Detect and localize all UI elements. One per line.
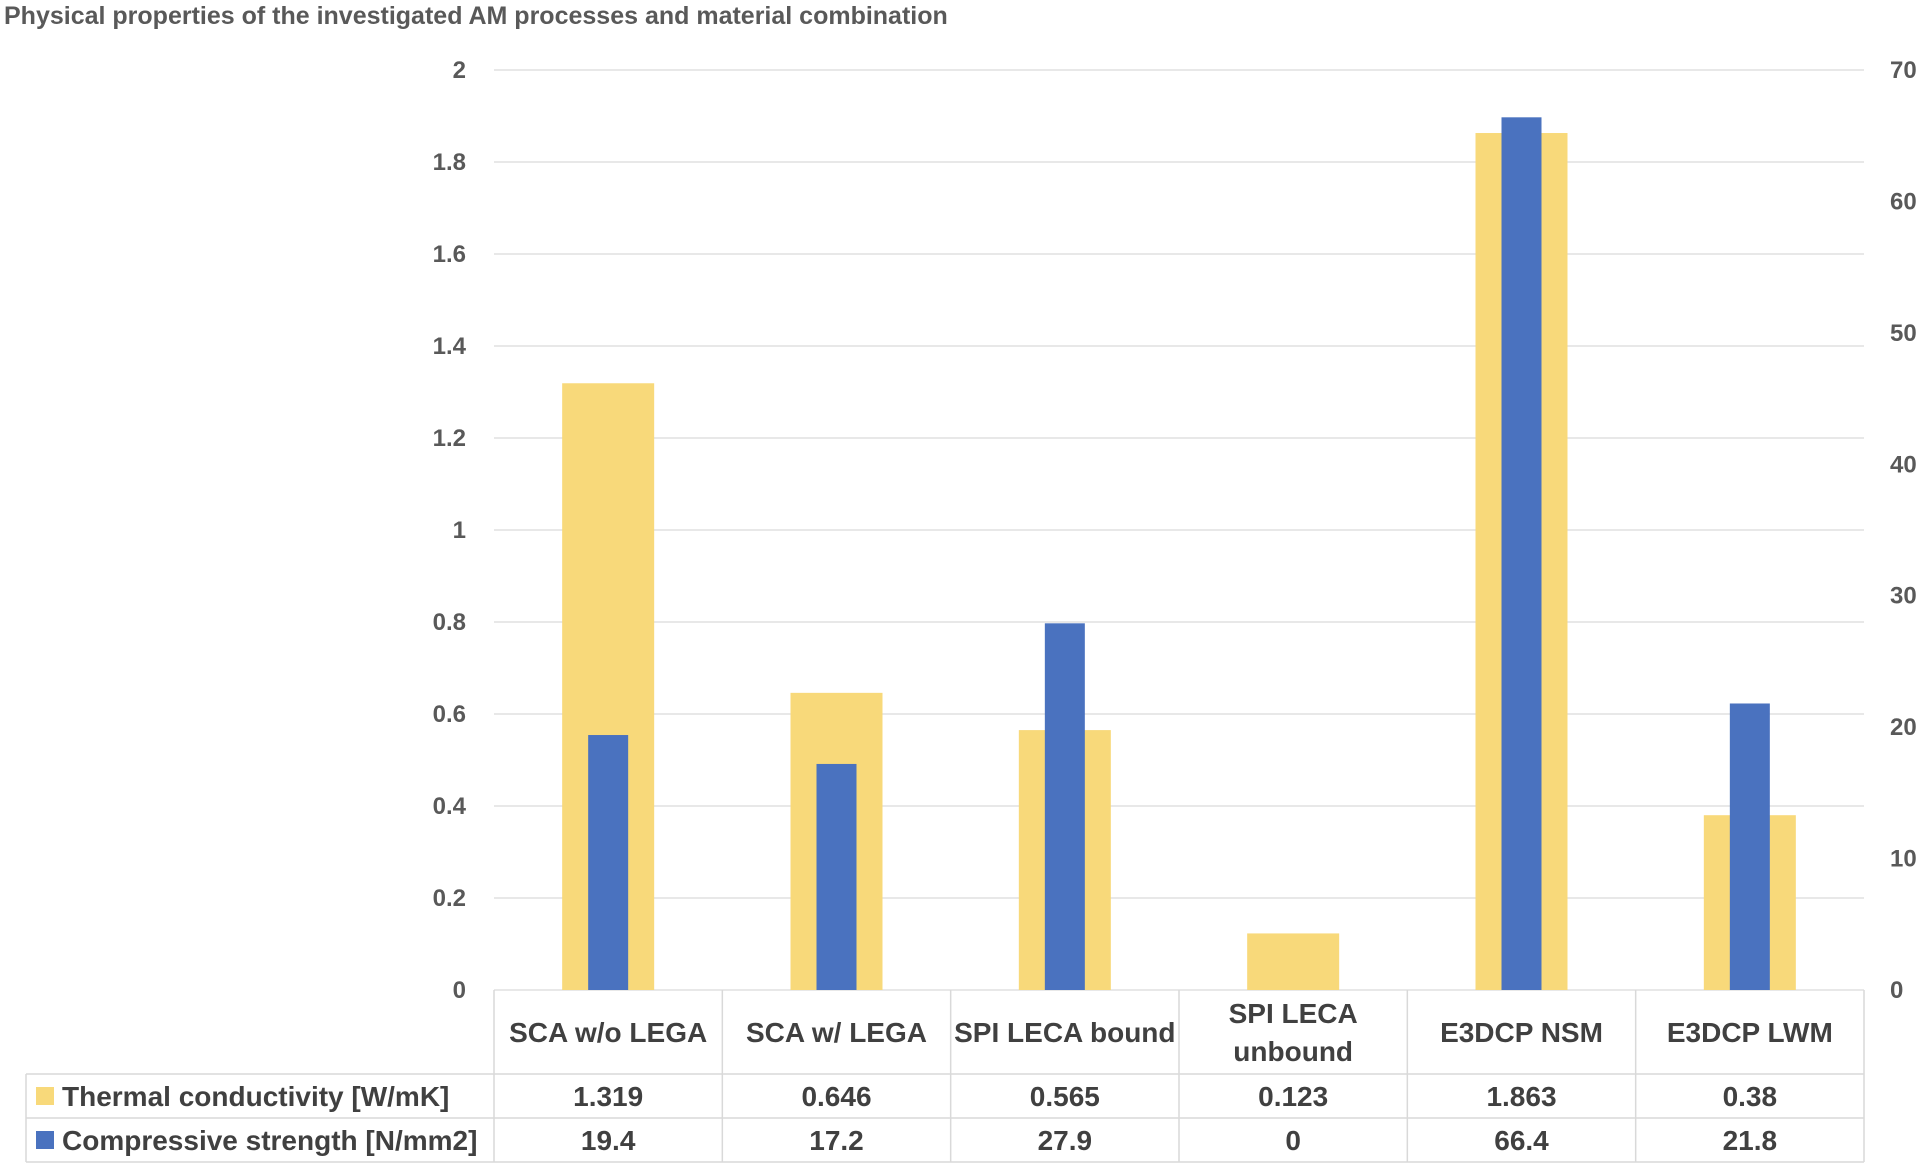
data-table-value: 27.9	[1038, 1125, 1093, 1156]
legend-label: Compressive strength [N/mm2]	[62, 1125, 477, 1156]
data-table-value: 66.4	[1494, 1125, 1549, 1156]
y-right-tick-label: 70	[1890, 57, 1917, 84]
data-table-value: 0.646	[801, 1081, 871, 1112]
data-table-value: 0.38	[1723, 1081, 1778, 1112]
y-left-tick-label: 0.2	[433, 885, 466, 912]
y-left-tick-label: 0.8	[433, 609, 466, 636]
y-right-tick-label: 40	[1890, 451, 1917, 478]
chart-title: Physical properties of the investigated …	[4, 2, 948, 30]
y-left-tick-label: 0.4	[433, 793, 467, 820]
y-right-tick-label: 60	[1890, 188, 1917, 215]
y-left-tick-label: 1.2	[433, 425, 466, 452]
y-right-tick-label: 20	[1890, 714, 1917, 741]
y-right-tick-label: 30	[1890, 583, 1917, 610]
legend-key	[36, 1131, 54, 1149]
data-table-value: 0	[1285, 1125, 1301, 1156]
bar-compressive-strength	[816, 763, 857, 990]
y-right-tick-label: 50	[1890, 320, 1917, 347]
y-right-tick-label: 0	[1890, 977, 1903, 1004]
x-category-label: unbound	[1233, 1036, 1353, 1067]
y-left-tick-label: 1.6	[433, 241, 466, 268]
bar-compressive-strength	[1729, 703, 1770, 990]
x-category-label: E3DCP NSM	[1440, 1017, 1603, 1048]
bar-compressive-strength	[1501, 117, 1542, 991]
data-table-value: 17.2	[809, 1125, 864, 1156]
y-left-tick-label: 1	[453, 517, 466, 544]
legend-label: Thermal conductivity [W/mK]	[62, 1081, 449, 1112]
y-left-tick-label: 0.6	[433, 701, 466, 728]
data-table-value: 0.565	[1030, 1081, 1100, 1112]
data-table-value: 1.863	[1486, 1081, 1556, 1112]
y-left-tick-label: 1.8	[433, 149, 466, 176]
bar-compressive-strength	[1044, 623, 1085, 990]
data-table-value: 21.8	[1723, 1125, 1778, 1156]
y-left-tick-label: 0	[453, 977, 466, 1004]
data-table-value: 0.123	[1258, 1081, 1328, 1112]
x-category-label: SPI LECA	[1229, 998, 1358, 1029]
data-table-value: 19.4	[581, 1125, 636, 1156]
bar-thermal-conductivity	[1247, 933, 1340, 990]
data-table-value: 1.319	[573, 1081, 643, 1112]
x-category-label: E3DCP LWM	[1667, 1017, 1833, 1048]
x-category-label: SCA w/o LEGA	[509, 1017, 707, 1048]
y-right-tick-label: 10	[1890, 846, 1917, 873]
y-left-tick-label: 2	[453, 57, 466, 84]
x-category-label: SPI LECA bound	[954, 1017, 1175, 1048]
y-left-tick-label: 1.4	[433, 333, 467, 360]
x-category-label: SCA w/ LEGA	[746, 1017, 927, 1048]
legend-key	[36, 1087, 54, 1105]
bar-compressive-strength	[588, 735, 629, 990]
